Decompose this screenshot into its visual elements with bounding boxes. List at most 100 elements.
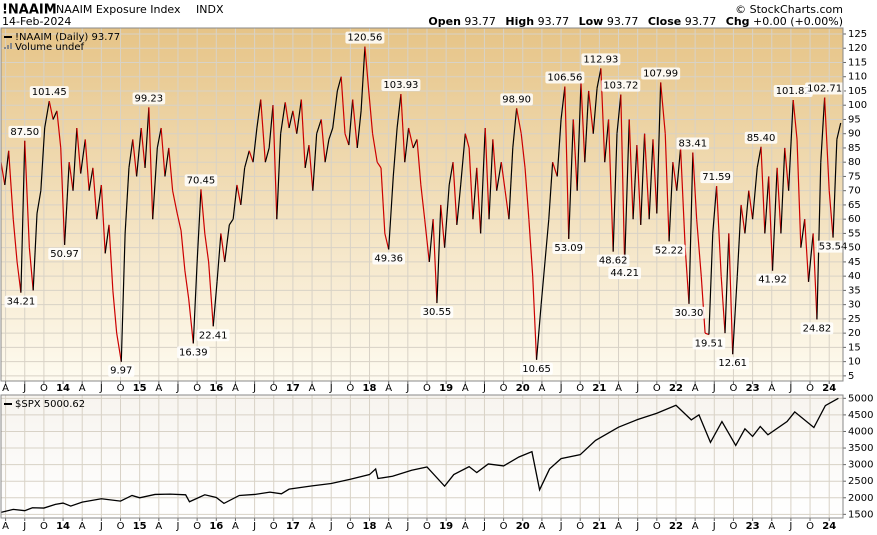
x-tick-label: O xyxy=(653,521,661,532)
x-tick-label: J xyxy=(712,383,716,394)
x-tick-label: A xyxy=(538,383,545,394)
panel-background xyxy=(1,395,843,518)
y-tick-label: 60 xyxy=(848,214,861,225)
x-tick-label: O xyxy=(346,383,354,394)
y-tick-label: 75 xyxy=(848,171,861,182)
label-background xyxy=(816,240,850,253)
value-label: 34.21 xyxy=(7,297,36,308)
label-background xyxy=(716,357,749,370)
label-background xyxy=(800,322,834,335)
line-segment xyxy=(332,90,338,129)
line-segment xyxy=(552,162,558,177)
x-tick-label: O xyxy=(346,521,354,532)
line-segment xyxy=(676,147,682,191)
label-background xyxy=(8,125,42,138)
label-background xyxy=(29,86,69,99)
x-tick-label: 16 xyxy=(209,521,223,532)
line-segment xyxy=(564,86,570,239)
value-label: 71.59 xyxy=(702,172,731,183)
x-tick-label: 24 xyxy=(822,521,836,532)
line-segment xyxy=(612,133,618,252)
x-tick-label: A xyxy=(538,521,545,532)
x-tick-label: A xyxy=(768,521,775,532)
line-segment xyxy=(652,139,658,214)
line-segment xyxy=(796,139,802,248)
value-label: 44.21 xyxy=(610,268,639,279)
x-tick-label: 24 xyxy=(822,383,836,394)
y-tick-label: 40 xyxy=(848,271,861,282)
value-label: 103.72 xyxy=(603,81,638,92)
line-segment xyxy=(732,276,738,355)
x-tick-label: O xyxy=(576,383,584,394)
line-segment xyxy=(456,184,462,225)
value-label: 9.97 xyxy=(110,366,132,377)
quote-value: 93.77 xyxy=(607,15,639,28)
line-segment xyxy=(520,133,526,168)
line-segment xyxy=(344,133,350,146)
line-segment xyxy=(628,119,634,220)
x-tick-label: 16 xyxy=(209,383,223,394)
x-tick-label: J xyxy=(329,383,333,394)
line-segment xyxy=(76,127,82,174)
x-tick-label: 20 xyxy=(516,521,530,532)
y-tick-label: 90 xyxy=(848,129,861,140)
line-segment xyxy=(724,233,730,334)
line-segment xyxy=(240,167,246,205)
line-segment xyxy=(120,233,126,362)
x-tick-label: J xyxy=(176,383,180,394)
x-tick-label: A xyxy=(309,383,316,394)
line-segment xyxy=(188,298,194,344)
line-segment xyxy=(252,127,258,163)
line-segment xyxy=(476,167,482,234)
legend-icon xyxy=(7,45,9,49)
x-tick-label: J xyxy=(252,521,256,532)
value-label: 53.09 xyxy=(554,243,583,254)
line-segment xyxy=(63,162,70,245)
line-segment xyxy=(596,68,602,89)
line-segment xyxy=(672,162,678,191)
line-segment xyxy=(232,184,238,220)
line-segment xyxy=(92,167,98,220)
y-tick-label: 70 xyxy=(848,186,861,197)
line-segment xyxy=(116,333,122,362)
y-tick-label: 10 xyxy=(848,357,861,368)
value-label: 30.55 xyxy=(423,307,452,318)
line-segment xyxy=(440,204,446,248)
y-tick-label: 125 xyxy=(848,29,867,40)
label-background xyxy=(581,53,621,66)
line-segment xyxy=(352,99,358,149)
line-segment xyxy=(820,97,826,163)
line-segment xyxy=(376,161,382,169)
y-tick-label: 2000 xyxy=(848,493,873,504)
line-segment xyxy=(204,233,210,262)
line-segment xyxy=(320,119,326,163)
line-segment xyxy=(420,184,426,220)
x-tick-label: A xyxy=(2,383,9,394)
label-background xyxy=(652,244,686,257)
y-tick-label: 65 xyxy=(848,200,861,211)
x-tick-label: 14 xyxy=(56,521,70,532)
label-background xyxy=(641,67,681,80)
line-segment xyxy=(304,144,310,168)
line-segment xyxy=(740,204,746,234)
quote-label: Low xyxy=(579,15,604,28)
line-segment xyxy=(308,145,314,191)
label-background xyxy=(176,346,210,359)
x-tick-label: A xyxy=(232,521,239,532)
label-background xyxy=(596,254,630,267)
label-background xyxy=(672,306,706,319)
line-segment xyxy=(580,82,586,163)
label-background xyxy=(756,273,789,286)
line-segment xyxy=(836,122,842,140)
value-label: 19.51 xyxy=(695,339,724,350)
label-background xyxy=(520,362,553,375)
line-segment xyxy=(780,147,786,234)
line-segment xyxy=(340,76,346,134)
line-segment xyxy=(148,107,154,220)
quote-label: Chg xyxy=(726,15,750,28)
date: 14-Feb-2024 xyxy=(2,15,71,28)
line-segment xyxy=(168,147,174,191)
label-background xyxy=(545,71,585,84)
x-tick-label: 19 xyxy=(439,383,453,394)
